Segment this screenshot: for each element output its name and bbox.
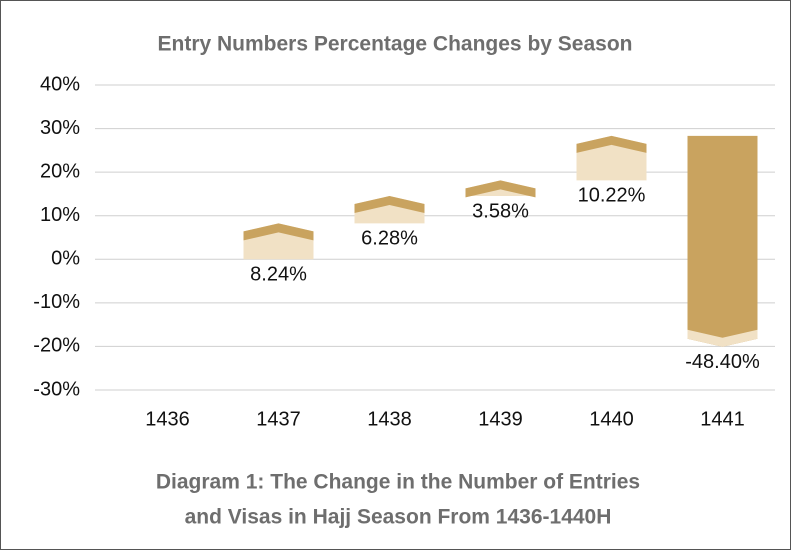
y-tick-label: 30%	[40, 117, 80, 139]
x-tick-label: 1439	[478, 408, 523, 430]
chart-title: Entry Numbers Percentage Changes by Seas…	[158, 33, 633, 56]
bar	[687, 135, 758, 347]
caption: and Visas in Hajj Season From 1436-1440H	[185, 506, 612, 529]
y-tick-label: -10%	[33, 291, 80, 313]
caption: Diagram 1: The Change in the Number of E…	[156, 471, 640, 494]
y-tick-label: 10%	[40, 204, 80, 226]
bar-cap	[687, 329, 758, 347]
data-label: 6.28%	[361, 228, 418, 250]
data-label: 8.24%	[250, 264, 307, 286]
y-tick-label: 0%	[51, 248, 80, 270]
bar-cap	[576, 135, 647, 153]
x-tick-label: 1441	[700, 408, 745, 430]
bar-cap	[465, 180, 536, 198]
x-tick-label: 1440	[589, 408, 634, 430]
bar-cap	[243, 223, 314, 241]
x-tick-label: 1437	[256, 408, 301, 430]
x-tick-label: 1436	[145, 408, 190, 430]
y-tick-label: -30%	[33, 378, 80, 400]
bar-cap	[354, 196, 425, 214]
y-tick-label: 40%	[40, 73, 80, 95]
data-label: -48.40%	[685, 351, 760, 373]
data-label: 10.22%	[578, 185, 646, 207]
data-label: 3.58%	[472, 200, 529, 222]
y-tick-label: 20%	[40, 160, 80, 182]
y-tick-label: -20%	[33, 335, 80, 357]
x-tick-label: 1438	[367, 408, 412, 430]
